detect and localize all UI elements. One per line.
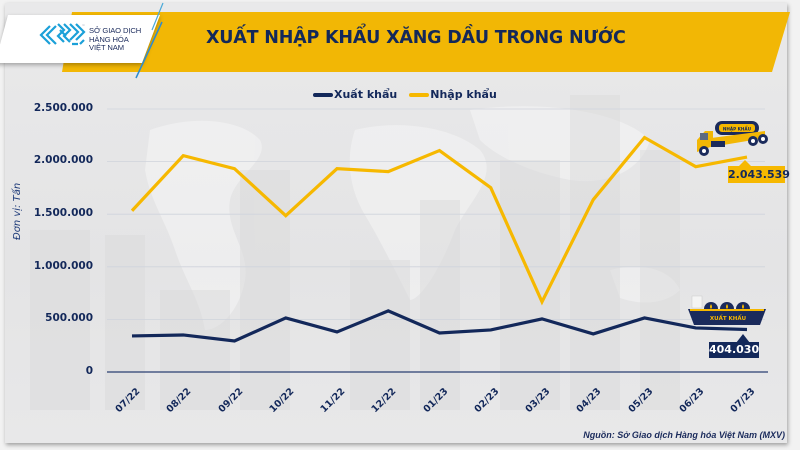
export-last-value-callout: 404.030 [709,342,760,358]
import-last-value-callout: 2.043.539 [728,166,790,183]
y-tick: 2.000.000 [33,154,93,166]
y-tick: 1.500.000 [33,207,93,219]
chart-card [5,3,787,443]
logo-text: SỞ GIAO DỊCH HÀNG HÓA VIỆT NAM [89,26,142,53]
logo-line-2: HÀNG HÓA [89,34,129,44]
export-callout-pointer [736,334,750,343]
legend-item-import: Nhập khẩu [409,88,497,101]
mxv-logo-icon [39,23,86,46]
svg-text:NHẬP KHẨU: NHẬP KHẨU [723,127,752,132]
series-lines [130,135,752,343]
y-tick: 2.500.000 [33,102,93,114]
legend-swatch-export [313,92,333,97]
gridlines [107,108,768,373]
tanker-ship-icon: XUẤT KHẨU [688,295,766,325]
legend-label-import: Nhập khẩu [430,88,497,101]
page-title: XUẤT NHẬP KHẨU XĂNG DẦU TRONG NƯỚC [206,28,626,48]
legend-swatch-import [409,92,430,97]
svg-text:XUẤT KHẨU: XUẤT KHẨU [710,314,746,322]
chart-legend: Xuất khẩu Nhập khẩu [313,88,497,101]
logo-line-1: SỞ GIAO DỊCH [89,26,142,35]
import-callout-pointer [738,160,752,167]
y-tick: 500.000 [45,312,93,324]
svg-text:™: ™ [82,24,85,28]
header-banner: ™ [0,2,790,79]
source-note: Nguồn: Sở Giao dịch Hàng hóa Việt Nam (M… [583,430,785,440]
y-tick: 0 [85,365,93,377]
tanker-truck-icon: NHẬP KHẨU [697,121,768,156]
logo-line-3: VIỆT NAM [89,43,124,53]
series-line [131,309,748,343]
series-line [130,135,748,306]
y-tick: 1.000.000 [33,260,93,272]
legend-label-export: Xuất khẩu [334,88,398,101]
legend-item-export: Xuất khẩu [313,88,397,101]
